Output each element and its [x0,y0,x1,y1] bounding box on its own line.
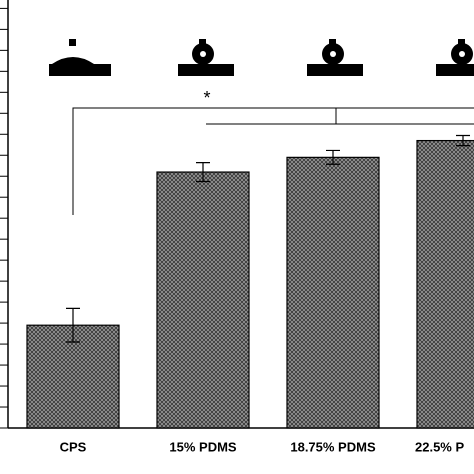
x-tick-label: 15% PDMS [169,439,237,454]
error-bar [66,307,80,343]
error-bar [326,149,340,165]
bar [156,171,250,429]
error-bar [456,134,470,147]
significance-bracket [72,107,474,215]
significance-mark: * [203,88,210,108]
x-tick-label: 18.75% PDMS [290,439,376,454]
x-tick-label: 22.5% P [415,439,464,454]
x-tick-label: CPS [60,439,87,454]
error-bar [196,161,210,183]
bar [416,139,474,429]
droplet-icons [49,39,474,76]
bar [286,156,380,429]
